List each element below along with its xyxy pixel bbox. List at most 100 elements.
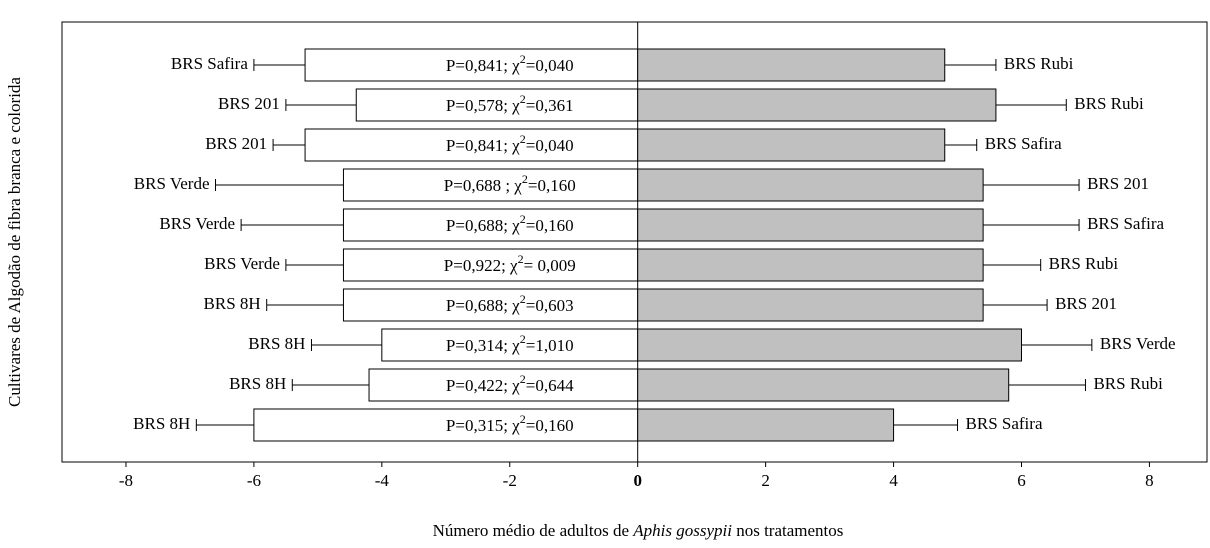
bar [637,88,997,122]
annotation-text: P=0,422; χ [446,376,520,395]
bar [304,48,639,82]
bar [637,368,1010,402]
annotation-sup: 2 [520,52,526,66]
x-tick-label: 0 [633,471,642,490]
error-bar [893,419,959,431]
annotation: P=0,841; χ2=0,040 [446,132,574,155]
bar [304,128,639,162]
error-bar [944,139,978,151]
x-tick-label: -6 [247,471,261,490]
error-bar [285,259,344,271]
bar-label: BRS 201 [1055,294,1117,313]
error-bar [983,259,1042,271]
x-label-part: Número médio de adultos de [433,521,634,540]
annotation: P=0,688 ; χ2=0,160 [444,172,576,195]
annotation-sup: 2 [522,172,528,186]
annotation-text: =0,040 [526,56,574,75]
annotation-text: =0,361 [526,96,574,115]
error-bar [995,99,1067,111]
annotation-text: P=0,688 ; χ [444,176,523,195]
annotation-text: =0,160 [528,176,576,195]
annotation-text: P=0,841; χ [446,136,520,155]
bar-label: BRS Verde [159,214,235,233]
annotation-sup: 2 [520,332,526,346]
bar-label: BRS 8H [133,414,190,433]
annotation-sup: 2 [518,252,524,266]
annotation: P=0,688; χ2=0,603 [446,292,574,315]
bar [342,288,639,322]
annotation: P=0,578; χ2=0,361 [446,92,574,115]
error-bar [291,379,370,391]
x-tick-label: -8 [119,471,133,490]
annotation: P=0,422; χ2=0,644 [446,372,574,395]
x-tick-label: -2 [503,471,517,490]
bar-label: BRS Safira [985,134,1062,153]
bar-label: BRS Safira [966,414,1043,433]
bar-label: BRS 8H [229,374,286,393]
annotation-sup: 2 [520,92,526,106]
annotation-text: =0,603 [526,296,574,315]
error-bar [266,299,344,311]
bar-label: BRS Verde [1100,334,1176,353]
annotation: P=0,688; χ2=0,160 [446,212,574,235]
x-tick-label: 6 [1017,471,1026,490]
bar [637,48,946,82]
annotation-text: P=0,314; χ [446,336,520,355]
error-bar [1008,379,1086,391]
x-tick-label: 4 [889,471,898,490]
plot-frame [61,21,1208,463]
bar-label: BRS 201 [218,94,280,113]
error-bar [272,139,306,151]
annotation-text: P=0,578; χ [446,96,520,115]
error-bar [215,179,344,191]
bar [253,408,639,442]
annotation-text: P=0,922; χ [444,256,518,275]
y-axis-label: Cultivares de Algodão de fibra branca e … [5,77,24,407]
annotation: P=0,314; χ2=1,010 [446,332,574,355]
bar [381,328,639,362]
bar-label: BRS 8H [204,294,261,313]
annotation-sup: 2 [520,372,526,386]
bar-label: BRS Rubi [1074,94,1144,113]
bar-label: BRS Rubi [1093,374,1163,393]
bar [637,128,946,162]
annotation-sup: 2 [520,412,526,426]
bar-label: BRS Rubi [1049,254,1119,273]
error-bar [253,59,306,71]
x-tick-label: 8 [1145,471,1154,490]
annotation-text: P=0,688; χ [446,216,520,235]
error-bar [983,299,1048,311]
error-bar [310,339,382,351]
x-label-part: nos tratamentos [732,521,843,540]
bar [637,408,895,442]
x-axis-label: Número médio de adultos de Aphis gossypi… [433,521,844,540]
error-bar [944,59,997,71]
bar-label: BRS 201 [1087,174,1149,193]
bar-label: BRS Safira [171,54,248,73]
bar-label: BRS 201 [205,134,267,153]
error-bar [983,179,1080,191]
bar [342,208,639,242]
annotation-text: = 0,009 [524,256,576,275]
annotation-text: =1,010 [526,336,574,355]
bar [342,248,639,282]
annotation-text: P=0,841; χ [446,56,520,75]
bar-label: BRS Rubi [1004,54,1074,73]
annotation: P=0,841; χ2=0,040 [446,52,574,75]
annotation-text: =0,644 [526,376,574,395]
bar [637,208,984,242]
x-tick-label: 2 [761,471,770,490]
annotation-text: P=0,688; χ [446,296,520,315]
annotation-sup: 2 [520,132,526,146]
bar-label: BRS Safira [1087,214,1164,233]
bar [637,168,984,202]
bar [637,248,984,282]
bar [355,88,639,122]
annotation-text: =0,160 [526,416,574,435]
error-bar [1021,339,1093,351]
bar-label: BRS Verde [204,254,280,273]
bar [637,328,1022,362]
annotation: P=0,315; χ2=0,160 [446,412,574,435]
error-bar [285,99,357,111]
